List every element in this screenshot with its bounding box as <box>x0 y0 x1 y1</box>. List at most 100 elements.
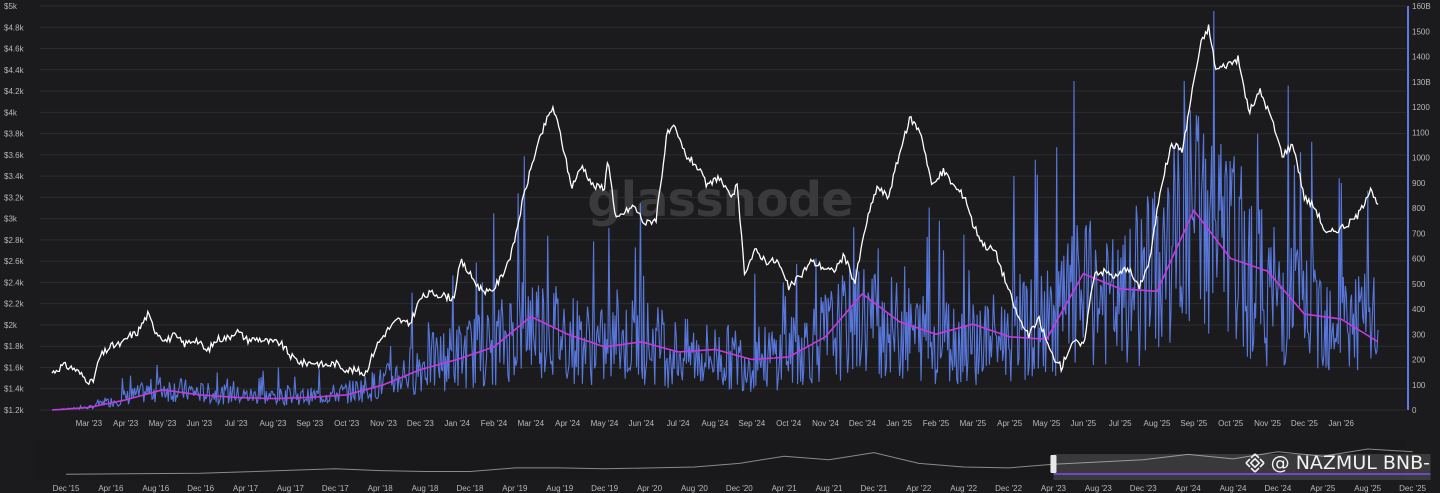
navigator-tick-label: Aug '24 <box>1220 484 1247 493</box>
x-tick-label: Nov '24 <box>812 419 839 428</box>
x-tick-label: Sep '24 <box>738 419 765 428</box>
left-tick-label: $3.2k <box>4 193 25 202</box>
x-tick-label: Sep '23 <box>296 419 323 428</box>
x-tick-label: Aug '23 <box>260 419 287 428</box>
x-tick-label: Jul '23 <box>225 419 248 428</box>
navigator-tick-label: Dec '23 <box>1130 484 1157 493</box>
left-tick-label: $2.6k <box>4 257 25 266</box>
left-tick-label: $1.2k <box>4 406 25 415</box>
x-tick-label: Oct '24 <box>776 419 802 428</box>
navigator-tick-label: Dec '21 <box>860 484 887 493</box>
x-tick-label: Jul '24 <box>667 419 690 428</box>
right-tick-label: 1400 <box>1412 53 1430 62</box>
navigator-tick-label: Apr '19 <box>502 484 528 493</box>
average-line <box>51 208 1379 411</box>
average-series <box>51 208 1379 411</box>
left-tick-label: $4k <box>4 108 18 117</box>
author-handle: @ NAZMUL BNB- <box>1270 452 1430 474</box>
left-tick-label: $4.6k <box>4 45 25 54</box>
right-tick-label: 100 <box>1412 381 1426 390</box>
x-tick-label: Mar '23 <box>76 419 103 428</box>
right-tick-label: 300 <box>1412 330 1426 339</box>
x-tick-label: Feb '24 <box>481 419 508 428</box>
volume-line <box>52 10 1379 411</box>
author-badge: @ NAZMUL BNB- <box>1245 452 1430 474</box>
navigator-tick-label: Aug '25 <box>1354 484 1381 493</box>
left-tick-label: $3.6k <box>4 151 25 160</box>
price-line <box>51 24 1379 386</box>
x-tick-label: Dec '24 <box>849 419 876 428</box>
right-tick-label: 800 <box>1412 204 1426 213</box>
navigator-tick-label: Apr '22 <box>906 484 932 493</box>
navigator-tick-label: Apr '16 <box>98 484 124 493</box>
left-tick-label: $1.8k <box>4 342 25 351</box>
right-tick-label: 500 <box>1412 280 1426 289</box>
navigator-tick-label: Dec '20 <box>726 484 753 493</box>
navigator-tick-label: Dec '15 <box>53 484 80 493</box>
right-tick-label: 1500 <box>1412 27 1430 36</box>
navigator-tick-label: Dec '17 <box>322 484 349 493</box>
navigator-tick-label: Apr '24 <box>1176 484 1202 493</box>
navigator-tick-label: Apr '18 <box>368 484 394 493</box>
left-tick-label: $2.4k <box>4 278 25 287</box>
x-axis-ticks[interactable]: Mar '23 Apr '23 May '23 Jun '23 Jul '23 Aug '… <box>76 419 1355 428</box>
x-tick-label: Jan '25 <box>886 419 912 428</box>
x-tick-label: Jun '23 <box>187 419 213 428</box>
right-tick-label: 600 <box>1412 255 1426 264</box>
left-tick-label: $5k <box>4 2 18 11</box>
right-tick-label: 400 <box>1412 305 1426 314</box>
left-tick-label: $2k <box>4 321 18 330</box>
navigator-tick-label: Dec '16 <box>187 484 214 493</box>
x-tick-label: Feb '25 <box>923 419 950 428</box>
navigator-price-line <box>65 448 1413 475</box>
left-tick-label: $4.2k <box>4 87 25 96</box>
price-series <box>51 24 1379 386</box>
x-tick-label: May '25 <box>1033 419 1061 428</box>
right-tick-label: 200 <box>1412 356 1426 365</box>
x-tick-label: Jan '24 <box>444 419 470 428</box>
left-tick-label: $2.8k <box>4 236 25 245</box>
right-tick-label: 130B <box>1412 78 1431 87</box>
left-tick-label: $1.6k <box>4 363 25 372</box>
left-axis-ticks: $1.2k $1.4k $1.6k $1.8k $2k $2.2k $2.4k $2.6k $2… <box>4 2 25 415</box>
left-tick-label: $3.8k <box>4 130 25 139</box>
x-tick-label: Dec '25 <box>1291 419 1318 428</box>
navigator-tick-label: Aug '16 <box>142 484 169 493</box>
right-axis-ticks: 0 100 200 300 400 500 600 700 800 900 1000 1100 1200… <box>1412 2 1431 415</box>
navigator-tick-label: Aug '23 <box>1085 484 1112 493</box>
navigator-tick-label: Dec '19 <box>591 484 618 493</box>
x-tick-label: May '23 <box>149 419 177 428</box>
right-tick-label: 0 <box>1412 406 1417 415</box>
x-tick-label: Nov '23 <box>370 419 397 428</box>
navigator-tick-label: Aug '17 <box>277 484 304 493</box>
volume-series <box>52 10 1379 411</box>
navigator-tick-label: Aug '22 <box>950 484 977 493</box>
x-tick-label: Oct '25 <box>1218 419 1244 428</box>
navigator-tick-label: Apr '23 <box>1041 484 1067 493</box>
left-tick-label: $3.4k <box>4 172 25 181</box>
navigator-tick-label: Aug '19 <box>546 484 573 493</box>
left-tick-label: $2.2k <box>4 300 25 309</box>
navigator-tick-label: Dec '22 <box>995 484 1022 493</box>
right-tick-label: 1200 <box>1412 103 1430 112</box>
x-tick-label: Aug '24 <box>702 419 729 428</box>
x-tick-label: Aug '25 <box>1144 419 1171 428</box>
x-tick-label: Dec '23 <box>407 419 434 428</box>
range-navigator[interactable]: Dec '15 Apr '16 Aug '16 Dec '16 Apr '17 Aug '… <box>36 440 1431 493</box>
x-tick-label: Apr '23 <box>113 419 139 428</box>
navigator-tick-label: Dec '18 <box>457 484 484 493</box>
x-tick-label: Mar '25 <box>960 419 987 428</box>
navigator-selection <box>1053 454 1431 480</box>
right-tick-label: 160B <box>1412 2 1431 11</box>
right-tick-label: 900 <box>1412 179 1426 188</box>
right-tick-label: 1100 <box>1412 128 1430 137</box>
left-tick-label: $4.4k <box>4 66 25 75</box>
left-tick-label: $4.8k <box>4 23 25 32</box>
right-tick-label: 1000 <box>1412 154 1430 163</box>
navigator-tick-label: Apr '25 <box>1310 484 1336 493</box>
navigator-tick-label: Aug '18 <box>412 484 439 493</box>
right-tick-label: 700 <box>1412 229 1426 238</box>
x-tick-label: Jan '26 <box>1328 419 1354 428</box>
navigator-tick-label: Dec '25 <box>1399 484 1426 493</box>
